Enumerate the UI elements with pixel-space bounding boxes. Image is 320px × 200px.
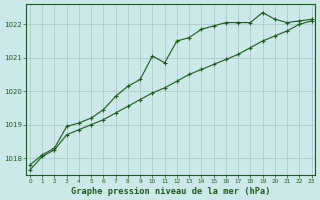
- X-axis label: Graphe pression niveau de la mer (hPa): Graphe pression niveau de la mer (hPa): [71, 187, 270, 196]
